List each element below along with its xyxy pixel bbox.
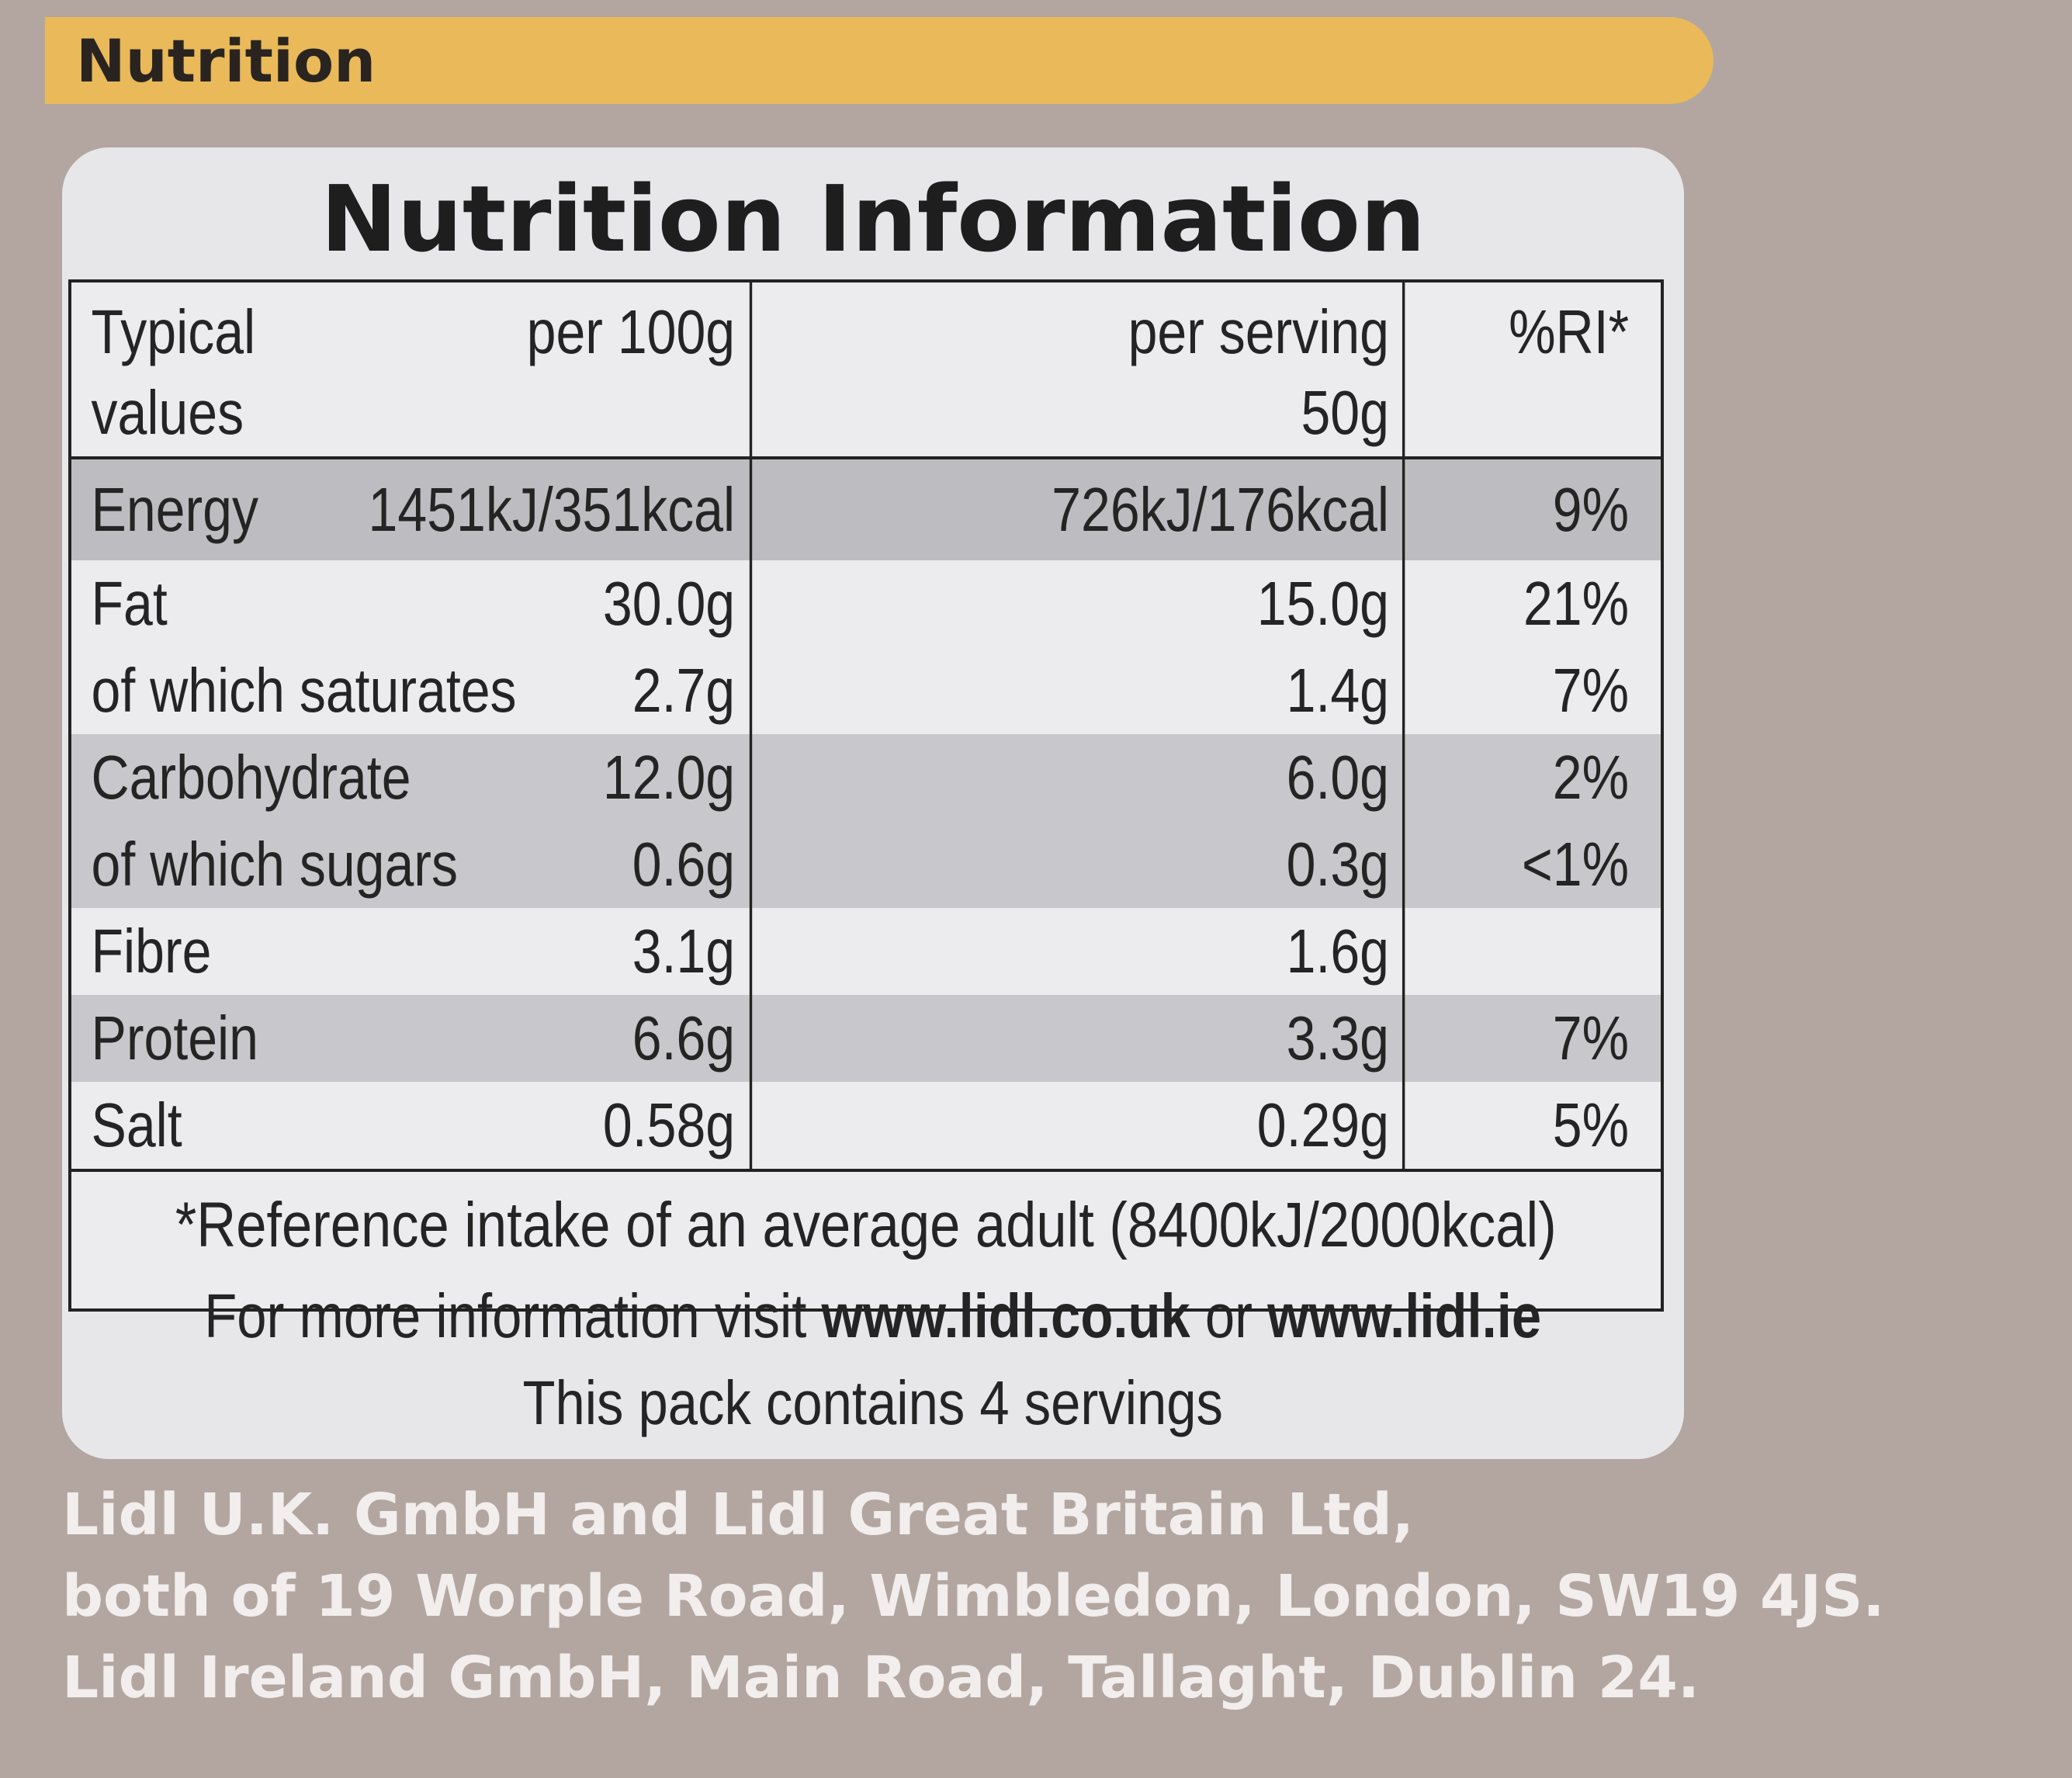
row-per100: 0.58g: [602, 1090, 736, 1159]
reference-intake-text: *Reference intake of an average adult (8…: [175, 1190, 1557, 1260]
row-name-cell: of which sugars 0.6g: [71, 821, 753, 908]
more-info-or: or: [1190, 1281, 1268, 1350]
row-name: Protein: [91, 1003, 258, 1073]
banner-label: Nutrition: [76, 26, 376, 95]
row-serving: 1.4g: [916, 647, 1405, 734]
header-values: values: [91, 378, 244, 447]
header-per-serving: per serving: [1128, 297, 1389, 366]
header-typical-cell: Typical values per 100g: [71, 282, 753, 456]
row-name: Carbohydrate: [91, 743, 411, 812]
row-per100: 30.0g: [602, 569, 736, 638]
header-serving-size: 50g: [1301, 378, 1389, 447]
nutrition-banner: Nutrition: [45, 17, 1713, 104]
nutrition-card: Nutrition Information Typical values per…: [62, 147, 1684, 1459]
row-ri: [1464, 908, 1645, 995]
more-info: For more information visit www.lidl.co.u…: [62, 1273, 1684, 1447]
row-name-cell: Protein 6.6g: [71, 995, 753, 1082]
more-info-text: For more information visit www.lidl.co.u…: [205, 1273, 1542, 1360]
row-name-cell: of which saturates 2.7g: [71, 647, 753, 734]
table-row: Salt 0.58g 0.29g 5%: [71, 1082, 1661, 1169]
servings-text: This pack contains 4 servings: [522, 1368, 1224, 1437]
address-line-2: both of 19 Worple Road, Wimbledon, Londo…: [62, 1563, 1885, 1630]
row-ri: 7%: [1552, 1003, 1630, 1073]
row-name: of which sugars: [91, 830, 458, 899]
row-serving: 3.3g: [916, 995, 1405, 1082]
row-ri: 9%: [1552, 475, 1630, 544]
row-serving: 15.0g: [916, 560, 1405, 647]
row-ri: 21%: [1523, 569, 1630, 638]
row-name: Energy: [91, 475, 258, 544]
row-serving: 0.3g: [916, 821, 1405, 908]
row-per100: 3.1g: [632, 917, 736, 986]
row-per100: 0.6g: [632, 830, 736, 899]
reference-intake-note: *Reference intake of an average adult (8…: [71, 1169, 1661, 1279]
row-ri: <1%: [1522, 830, 1630, 899]
row-serving: 726kJ/176kcal: [916, 459, 1405, 560]
address-line-3: Lidl Ireland GmbH, Main Road, Tallaght, …: [62, 1645, 1700, 1711]
row-ri: 2%: [1552, 743, 1630, 812]
row-name-cell: Salt 0.58g: [71, 1082, 753, 1169]
servings-line: This pack contains 4 servings: [62, 1360, 1684, 1447]
row-name-cell: Fibre 3.1g: [71, 908, 753, 995]
header-serving-block: per serving 50g: [1128, 292, 1389, 453]
row-serving: 6.0g: [916, 734, 1405, 821]
row-name: of which saturates: [91, 656, 517, 725]
url-uk-link: www.lidl.co.uk: [821, 1281, 1191, 1350]
row-ri: 5%: [1552, 1090, 1630, 1159]
header-serving-cell: per serving 50g: [916, 282, 1405, 456]
row-name: Salt: [91, 1090, 182, 1159]
row-per100: 2.7g: [632, 656, 736, 725]
card-title: Nutrition Information: [321, 165, 1426, 272]
table-row: Energy 1451kJ/351kcal 726kJ/176kcal 9%: [71, 459, 1661, 560]
url-ie-link: www.lidl.ie: [1267, 1281, 1542, 1350]
header-typical-values: Typical values: [92, 292, 256, 453]
company-address: Lidl U.K. GmbH and Lidl Great Britain Lt…: [62, 1475, 2049, 1719]
table-row: Fibre 3.1g 1.6g: [71, 908, 1661, 995]
header-per100: per 100g: [526, 297, 736, 366]
table-row: Carbohydrate 12.0g 6.0g 2%: [71, 734, 1661, 821]
table-row: of which sugars 0.6g 0.3g <1%: [71, 821, 1661, 908]
row-serving: 1.6g: [916, 908, 1405, 995]
row-ri: 7%: [1552, 656, 1630, 725]
table-header-row: Typical values per 100g per serving 50g …: [71, 282, 1661, 459]
row-per100: 12.0g: [602, 743, 736, 812]
row-name-cell: Carbohydrate 12.0g: [71, 734, 753, 821]
table-row: Fat 30.0g 15.0g 21%: [71, 560, 1661, 647]
nutrition-table: Typical values per 100g per serving 50g …: [68, 279, 1664, 1312]
row-per100: 6.6g: [632, 1003, 736, 1073]
row-name: Fibre: [91, 917, 212, 986]
more-info-prefix: For more information visit: [204, 1281, 822, 1350]
more-info-line: For more information visit www.lidl.co.u…: [62, 1273, 1684, 1360]
table-row: of which saturates 2.7g 1.4g 7%: [71, 647, 1661, 734]
row-per100: 1451kJ/351kcal: [368, 475, 736, 544]
table-row: Protein 6.6g 3.3g 7%: [71, 995, 1661, 1082]
address-line-1: Lidl U.K. GmbH and Lidl Great Britain Lt…: [62, 1482, 1414, 1548]
row-serving: 0.29g: [916, 1082, 1405, 1169]
row-name: Fat: [91, 569, 168, 638]
row-name-cell: Fat 30.0g: [71, 560, 753, 647]
row-name-cell: Energy 1451kJ/351kcal: [71, 459, 753, 560]
header-ri: %RI*: [1509, 297, 1630, 366]
header-typical: Typical: [91, 297, 256, 366]
